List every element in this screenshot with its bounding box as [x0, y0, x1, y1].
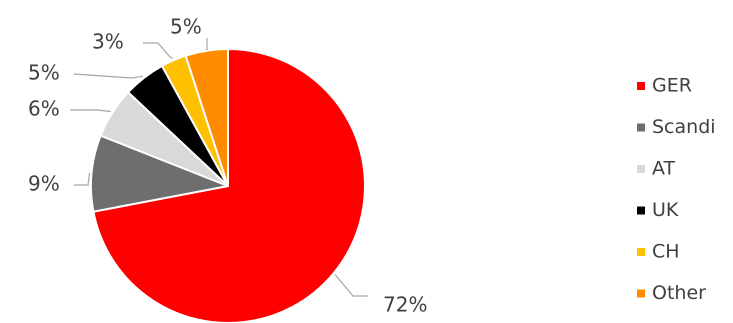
legend-item-scandi: Scandi [637, 116, 716, 138]
legend-label-ger: GER [652, 75, 692, 97]
legend-item-ger: GER [637, 75, 692, 97]
legend-item-at: AT [637, 158, 676, 180]
leader-line-scandi [74, 172, 91, 186]
legend-label-uk: UK [652, 199, 679, 221]
data-label-uk: 5% [28, 61, 60, 85]
legend-label-other: Other [652, 282, 706, 304]
data-label-scandi: 9% [28, 172, 60, 196]
data-label-ger: 72% [383, 293, 427, 317]
leader-line-ch [143, 42, 174, 59]
slice-ger [92, 48, 366, 323]
legend-item-ch: CH [637, 241, 680, 263]
leader-lines [70, 38, 368, 297]
leader-line-other [205, 38, 208, 51]
legend-swatch-ger [637, 82, 645, 90]
data-label-ch: 3% [92, 30, 124, 54]
data-label-other: 5% [170, 15, 202, 39]
leader-line-uk [73, 73, 143, 79]
data-label-at: 6% [28, 97, 60, 121]
legend: GER Scandi AT UK CH Other [637, 75, 716, 304]
leader-line-at [70, 109, 111, 113]
legend-swatch-uk [637, 206, 645, 215]
legend-label-at: AT [652, 158, 676, 180]
slice-other [184, 48, 229, 187]
legend-swatch-scandi [637, 123, 645, 132]
legend-swatch-ch [637, 248, 645, 256]
legend-label-scandi: Scandi [652, 116, 716, 138]
legend-label-ch: CH [652, 241, 680, 263]
leader-line-ger [334, 274, 368, 297]
pie-slices [90, 48, 366, 323]
legend-item-uk: UK [637, 199, 679, 221]
legend-swatch-other [637, 289, 645, 298]
legend-swatch-at [637, 165, 645, 173]
data-labels: 72% 9% 6% 5% 3% 5% [28, 15, 427, 317]
legend-item-other: Other [637, 282, 706, 304]
